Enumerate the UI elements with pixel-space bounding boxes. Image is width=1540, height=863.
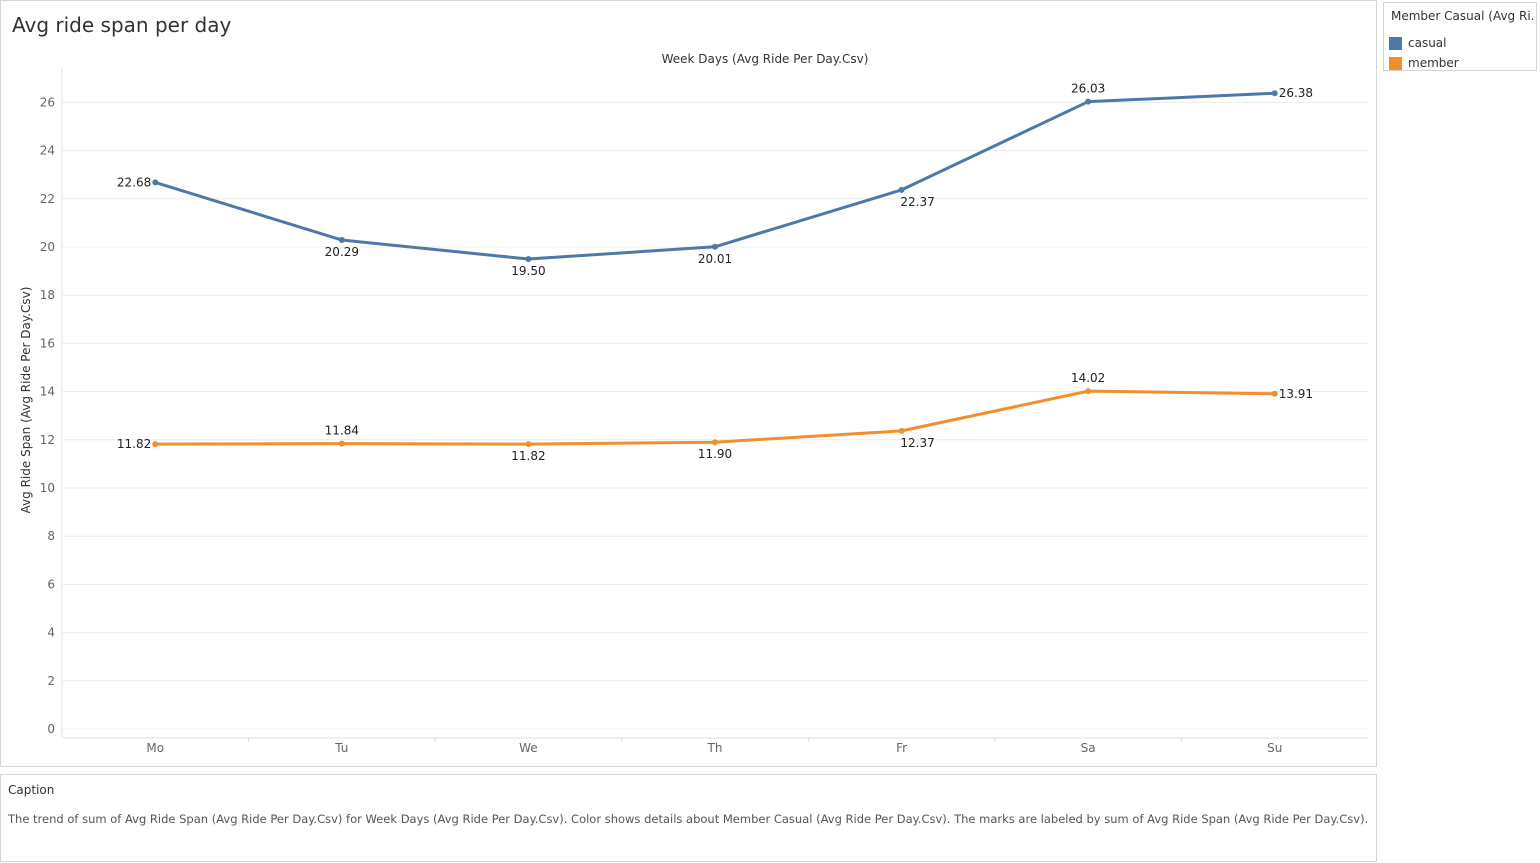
- data-point-casual: [525, 256, 532, 263]
- legend-swatch-casual: [1389, 36, 1402, 50]
- data-label-member: 12.37: [900, 436, 934, 450]
- series-line-casual: [154, 91, 1275, 261]
- x-tick-label: Su: [1267, 741, 1282, 755]
- x-tick-label: We: [519, 741, 538, 755]
- x-tick-label: Tu: [334, 741, 348, 755]
- y-tick-label: 14: [40, 385, 55, 399]
- y-tick-label: 2: [47, 674, 55, 688]
- legend-swatch-member: [1389, 56, 1402, 70]
- y-tick-label: 4: [47, 626, 55, 640]
- data-point-member: [1085, 388, 1092, 395]
- y-tick-label: 20: [40, 240, 55, 254]
- x-tick-label: Sa: [1081, 741, 1096, 755]
- data-point-member: [525, 441, 532, 448]
- y-tick-label: 12: [40, 433, 55, 447]
- data-label-member: 11.82: [511, 449, 545, 463]
- data-label-casual: 22.68: [117, 175, 151, 189]
- data-label-casual: 26.03: [1071, 82, 1105, 96]
- data-point-casual: [898, 186, 905, 193]
- data-label-member: 13.91: [1279, 387, 1313, 401]
- y-tick-label: 0: [47, 722, 55, 736]
- data-label-casual: 20.01: [698, 252, 732, 266]
- color-legend[interactable]: Member Casual (Avg Ri... casual member: [1383, 2, 1537, 71]
- y-tick-label: 6: [47, 577, 55, 591]
- data-label-member: 11.90: [698, 447, 732, 461]
- data-point-member: [152, 441, 159, 448]
- series-line-member: [155, 389, 1275, 446]
- data-point-casual: [152, 179, 159, 186]
- x-tick-label: Th: [707, 741, 723, 755]
- data-label-casual: 22.37: [900, 195, 934, 209]
- data-point-member: [1271, 390, 1278, 397]
- data-label-casual: 19.50: [511, 264, 545, 278]
- y-tick-label: 10: [40, 481, 55, 495]
- legend-title: Member Casual (Avg Ri...: [1391, 9, 1533, 23]
- data-point-member: [898, 427, 905, 434]
- x-axis-title: Week Days (Avg Ride Per Day.Csv): [662, 52, 869, 66]
- legend-item-casual[interactable]: casual: [1389, 35, 1447, 51]
- caption-title: Caption: [8, 783, 55, 797]
- data-point-casual: [1271, 90, 1278, 97]
- sheet-title: Avg ride span per day: [12, 13, 232, 37]
- data-point-casual: [338, 237, 345, 244]
- caption-text: The trend of sum of Avg Ride Span (Avg R…: [8, 812, 1369, 826]
- y-tick-label: 18: [40, 288, 55, 302]
- y-tick-label: 24: [40, 144, 55, 158]
- chart-panel: Avg ride span per day: [0, 0, 1377, 767]
- x-tick-label: Fr: [896, 741, 907, 755]
- y-tick-label: 26: [40, 95, 55, 109]
- caption-panel: Caption The trend of sum of Avg Ride Spa…: [0, 774, 1377, 862]
- data-label-member: 14.02: [1071, 371, 1105, 385]
- data-label-member: 11.82: [117, 437, 151, 451]
- legend-label-member: member: [1408, 56, 1459, 70]
- data-point-casual: [1085, 98, 1092, 105]
- data-label-casual: 20.29: [325, 245, 359, 259]
- data-point-casual: [712, 243, 718, 250]
- y-axis-title: Avg Ride Span (Avg Ride Per Day.Csv): [19, 287, 33, 514]
- legend-item-member[interactable]: member: [1389, 55, 1459, 71]
- data-label-member: 11.84: [325, 424, 359, 438]
- data-point-member: [712, 439, 718, 446]
- data-label-casual: 26.38: [1279, 86, 1313, 100]
- legend-label-casual: casual: [1408, 36, 1447, 50]
- side-panel: [1382, 75, 1540, 863]
- data-point-member: [338, 440, 345, 447]
- y-tick-label: 22: [40, 192, 55, 206]
- y-tick-label: 8: [47, 529, 55, 543]
- x-tick-label: Mo: [146, 741, 164, 755]
- y-tick-label: 16: [40, 336, 55, 350]
